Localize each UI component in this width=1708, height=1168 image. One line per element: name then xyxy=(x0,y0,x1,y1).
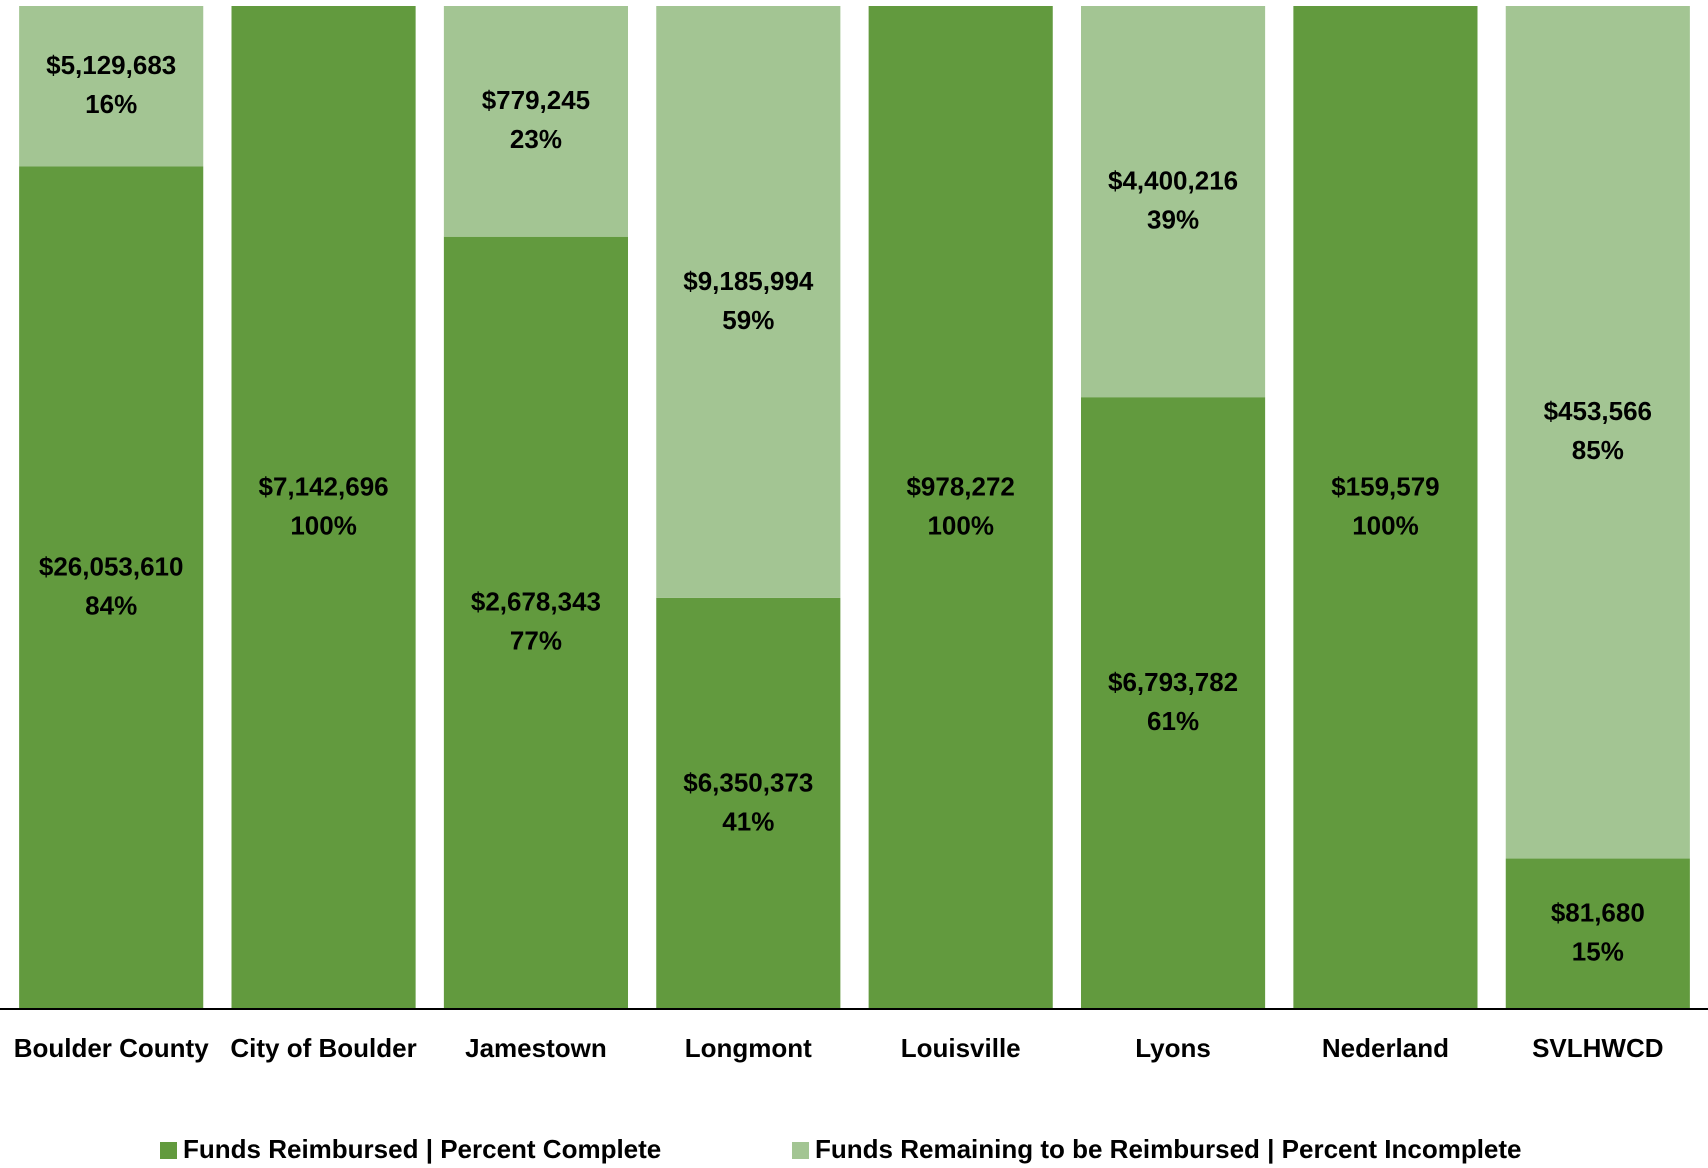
bar-segment xyxy=(1080,397,1266,1009)
data-label-amount: $6,350,373 xyxy=(683,767,813,797)
data-label-percent: 84% xyxy=(85,591,137,621)
data-label-percent: 23% xyxy=(510,124,562,154)
data-label-percent: 77% xyxy=(510,626,562,656)
x-tick-label: City of Boulder xyxy=(230,1033,416,1063)
data-label-amount: $453,566 xyxy=(1544,396,1652,426)
legend-label: Funds Reimbursed | Percent Complete xyxy=(183,1134,661,1164)
data-label-amount: $6,793,782 xyxy=(1108,667,1238,697)
bar-segment xyxy=(1293,6,1478,1009)
bar-segment xyxy=(1505,858,1690,1009)
legend-label: Funds Remaining to be Reimbursed | Perce… xyxy=(815,1134,1522,1164)
data-label-percent: 15% xyxy=(1572,937,1624,967)
bar-segment xyxy=(19,166,204,1010)
bar-segment xyxy=(231,6,416,1009)
bar-segment xyxy=(1505,6,1690,859)
data-label-amount: $5,129,683 xyxy=(46,50,176,80)
data-label-amount: $978,272 xyxy=(906,471,1014,501)
data-label-percent: 61% xyxy=(1147,706,1199,736)
x-tick-label: Nederland xyxy=(1322,1033,1449,1063)
x-tick-label: Louisville xyxy=(901,1033,1021,1063)
bar-segment xyxy=(1080,6,1266,398)
x-tick-label: SVLHWCD xyxy=(1532,1033,1663,1063)
data-label-percent: 16% xyxy=(85,89,137,119)
data-label-amount: $159,579 xyxy=(1331,471,1439,501)
bar-segment xyxy=(443,236,629,1009)
data-label-amount: $4,400,216 xyxy=(1108,165,1238,195)
data-label-percent: 100% xyxy=(290,510,357,540)
data-label-amount: $81,680 xyxy=(1551,898,1645,928)
bar-segment xyxy=(443,6,629,237)
data-label-amount: $7,142,696 xyxy=(258,471,388,501)
legend-swatch xyxy=(792,1142,809,1159)
x-tick-label: Longmont xyxy=(685,1033,812,1063)
data-label-amount: $26,053,610 xyxy=(39,552,184,582)
data-label-percent: 100% xyxy=(927,510,994,540)
data-label-percent: 85% xyxy=(1572,435,1624,465)
data-label-percent: 100% xyxy=(1352,510,1419,540)
bar-segment xyxy=(656,6,841,598)
legend-swatch xyxy=(160,1142,177,1159)
data-label-amount: $779,245 xyxy=(482,85,590,115)
data-label-percent: 39% xyxy=(1147,204,1199,234)
bar-segment xyxy=(19,6,204,167)
data-label-percent: 59% xyxy=(722,305,774,335)
data-label-percent: 41% xyxy=(722,806,774,836)
x-tick-label: Lyons xyxy=(1135,1033,1211,1063)
x-tick-label: Boulder County xyxy=(14,1033,210,1063)
data-label-amount: $2,678,343 xyxy=(471,587,601,617)
bar-segment xyxy=(656,597,841,1009)
bar-segment xyxy=(868,6,1053,1009)
x-tick-label: Jamestown xyxy=(465,1033,607,1063)
data-label-amount: $9,185,994 xyxy=(683,266,814,296)
